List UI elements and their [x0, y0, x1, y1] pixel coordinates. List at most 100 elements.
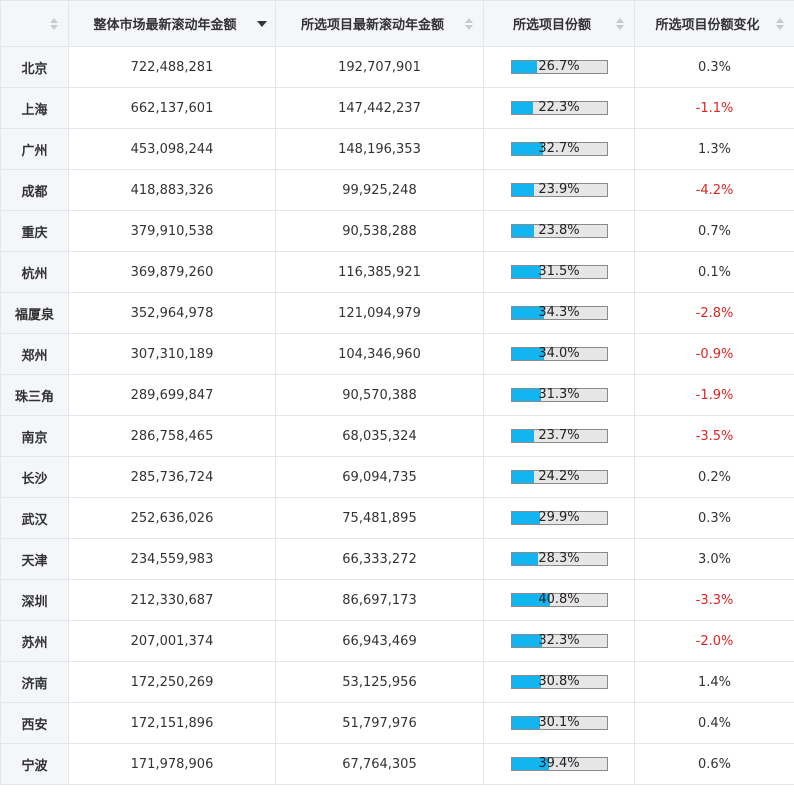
market-amount-value: 352,964,978 — [130, 305, 214, 321]
share-change-value: 0.3% — [697, 510, 732, 526]
share-bar-fill — [511, 266, 542, 278]
city-label: 广州 — [21, 143, 48, 159]
cell-share: 32.3% — [483, 620, 635, 662]
table-row[interactable]: 郑州 307,310,189 104,346,960 34.0% -0.9% — [0, 333, 794, 375]
table-row[interactable]: 宁波 171,978,906 67,764,305 39.4% 0.6% — [0, 743, 794, 785]
share-change-value: 0.4% — [697, 715, 732, 731]
share-bar-fill — [511, 143, 543, 155]
table-row[interactable]: 长沙 285,736,724 69,094,735 24.2% 0.2% — [0, 456, 794, 498]
selected-amount-value: 90,538,288 — [342, 223, 417, 239]
share-bar: 31.5% — [510, 265, 608, 279]
share-value: 23.9% — [538, 182, 580, 197]
column-header-share[interactable]: 所选项目份额 — [483, 0, 635, 47]
share-value: 34.0% — [538, 346, 580, 361]
share-bar: 24.2% — [510, 470, 608, 484]
share-change-value: 0.6% — [697, 756, 732, 772]
cell-city: 苏州 — [0, 620, 69, 662]
city-label: 济南 — [21, 676, 48, 692]
table-row[interactable]: 上海 662,137,601 147,442,237 22.3% -1.1% — [0, 87, 794, 129]
city-label: 重庆 — [21, 225, 48, 241]
share-bar-fill — [511, 307, 545, 319]
share-change-value: -2.8% — [695, 305, 734, 321]
cell-selected-amount: 51,797,976 — [275, 702, 484, 744]
cell-selected-amount: 86,697,173 — [275, 579, 484, 621]
table-row[interactable]: 北京 722,488,281 192,707,901 26.7% 0.3% — [0, 46, 794, 88]
cell-selected-amount: 53,125,956 — [275, 661, 484, 703]
sort-desc-icon[interactable] — [257, 18, 267, 30]
cell-share-change: 0.2% — [634, 456, 794, 498]
cell-selected-amount: 68,035,324 — [275, 415, 484, 457]
cell-market-amount: 453,098,244 — [68, 128, 276, 170]
market-amount-value: 722,488,281 — [130, 59, 214, 75]
sort-both-icon[interactable] — [465, 17, 473, 30]
share-value: 29.9% — [538, 510, 580, 525]
table-row[interactable]: 珠三角 289,699,847 90,570,388 31.3% -1.9% — [0, 374, 794, 416]
share-value: 28.3% — [538, 551, 580, 566]
cell-selected-amount: 148,196,353 — [275, 128, 484, 170]
table-row[interactable]: 天津 234,559,983 66,333,272 28.3% 3.0% — [0, 538, 794, 580]
cell-share: 31.5% — [483, 251, 635, 293]
table-row[interactable]: 济南 172,250,269 53,125,956 30.8% 1.4% — [0, 661, 794, 703]
cell-city: 上海 — [0, 87, 69, 129]
column-header-label: 所选项目最新滚动年金额 — [300, 18, 444, 33]
share-bar: 32.7% — [510, 142, 608, 156]
sort-both-icon[interactable] — [50, 17, 58, 30]
share-change-value: -2.0% — [695, 633, 734, 649]
column-header-market-amount[interactable]: 整体市场最新滚动年金额 — [68, 0, 276, 47]
table-row[interactable]: 苏州 207,001,374 66,943,469 32.3% -2.0% — [0, 620, 794, 662]
selected-amount-value: 66,333,272 — [342, 551, 417, 567]
share-bar-fill — [511, 61, 537, 73]
cell-market-amount: 307,310,189 — [68, 333, 276, 375]
cell-selected-amount: 192,707,901 — [275, 46, 484, 88]
cell-share-change: -3.5% — [634, 415, 794, 457]
table-row[interactable]: 杭州 369,879,260 116,385,921 31.5% 0.1% — [0, 251, 794, 293]
share-bar: 40.8% — [510, 593, 608, 607]
selected-amount-value: 116,385,921 — [338, 264, 421, 280]
selected-amount-value: 99,925,248 — [342, 182, 417, 198]
cell-share-change: -1.9% — [634, 374, 794, 416]
sort-both-icon[interactable] — [776, 17, 784, 30]
table-row[interactable]: 武汉 252,636,026 75,481,895 29.9% 0.3% — [0, 497, 794, 539]
cell-city: 杭州 — [0, 251, 69, 293]
table-row[interactable]: 重庆 379,910,538 90,538,288 23.8% 0.7% — [0, 210, 794, 252]
table-row[interactable]: 成都 418,883,326 99,925,248 23.9% -4.2% — [0, 169, 794, 211]
selected-amount-value: 68,035,324 — [342, 428, 417, 444]
table-row[interactable]: 南京 286,758,465 68,035,324 23.7% -3.5% — [0, 415, 794, 457]
cell-market-amount: 252,636,026 — [68, 497, 276, 539]
column-header-city[interactable] — [0, 0, 69, 47]
cell-share-change: 0.3% — [634, 497, 794, 539]
cell-share-change: -3.3% — [634, 579, 794, 621]
table-row[interactable]: 福厦泉 352,964,978 121,094,979 34.3% -2.8% — [0, 292, 794, 334]
column-header-share-change[interactable]: 所选项目份额变化 — [634, 0, 794, 47]
cell-selected-amount: 90,538,288 — [275, 210, 484, 252]
selected-amount-value: 66,943,469 — [342, 633, 417, 649]
cell-share: 40.8% — [483, 579, 635, 621]
cell-selected-amount: 116,385,921 — [275, 251, 484, 293]
cell-city: 天津 — [0, 538, 69, 580]
city-label: 宁波 — [21, 758, 48, 774]
cell-share: 23.9% — [483, 169, 635, 211]
column-header-selected-amount[interactable]: 所选项目最新滚动年金额 — [275, 0, 484, 47]
cell-market-amount: 418,883,326 — [68, 169, 276, 211]
cell-market-amount: 285,736,724 — [68, 456, 276, 498]
table-row[interactable]: 广州 453,098,244 148,196,353 32.7% 1.3% — [0, 128, 794, 170]
sort-both-icon[interactable] — [616, 17, 624, 30]
selected-amount-value: 67,764,305 — [342, 756, 417, 772]
cell-share: 24.2% — [483, 456, 635, 498]
share-change-value: 1.3% — [697, 141, 732, 157]
cell-market-amount: 289,699,847 — [68, 374, 276, 416]
cell-market-amount: 352,964,978 — [68, 292, 276, 334]
cell-city: 宁波 — [0, 743, 69, 785]
market-amount-value: 286,758,465 — [130, 428, 214, 444]
table-row[interactable]: 深圳 212,330,687 86,697,173 40.8% -3.3% — [0, 579, 794, 621]
share-bar: 30.1% — [510, 716, 608, 730]
share-bar-fill — [511, 225, 535, 237]
share-value: 34.3% — [538, 305, 580, 320]
share-change-value: 0.7% — [697, 223, 732, 239]
share-bar: 34.3% — [510, 305, 608, 320]
share-bar-fill — [511, 184, 535, 196]
city-label: 武汉 — [21, 512, 48, 528]
city-label: 深圳 — [21, 594, 48, 610]
table-row[interactable]: 西安 172,151,896 51,797,976 30.1% 0.4% — [0, 702, 794, 744]
